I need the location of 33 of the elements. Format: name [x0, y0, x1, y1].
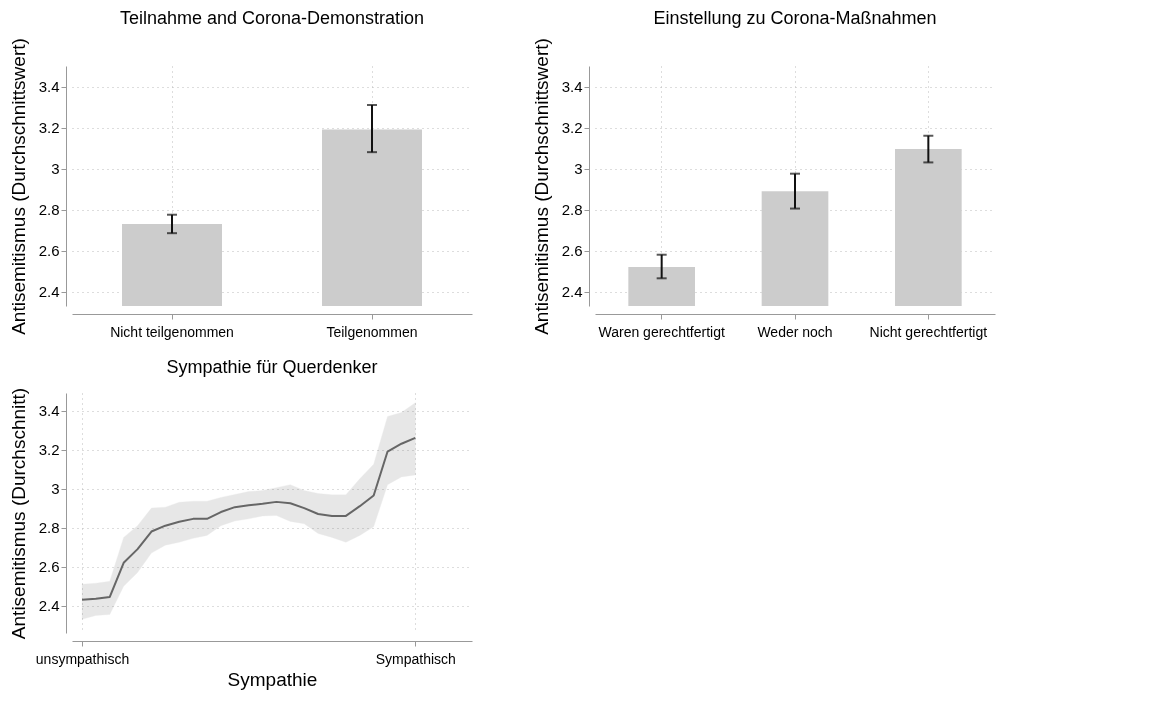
- y-tick-label: 3.2: [38, 441, 60, 459]
- y-tick-label: 3: [574, 160, 583, 178]
- x-tick-label: Waren gerechtfertigt: [598, 323, 725, 340]
- y-tick-label: 2.8: [561, 201, 583, 219]
- x-axis-title: Sympathie: [227, 668, 318, 690]
- y-tick-label: 3.4: [561, 78, 583, 96]
- chart-title: Teilnahme and Corona-Demonstration: [119, 7, 425, 28]
- x-tick-label: Nicht teilgenommen: [110, 323, 234, 340]
- x-tick-label: Sympathisch: [375, 650, 456, 667]
- x-tick-label: Weder noch: [757, 323, 833, 340]
- y-tick-label: 2.6: [38, 558, 60, 576]
- chart-title: Einstellung zu Corona-Maßnahmen: [653, 7, 937, 28]
- y-axis-title: Antisemitismus (Durchschnittswert): [530, 38, 552, 335]
- x-tick-label: Nicht gerechtfertigt: [869, 323, 988, 340]
- y-tick-label: 3.2: [561, 119, 583, 137]
- y-tick-label: 3: [51, 480, 60, 498]
- y-tick-label: 2.6: [561, 242, 583, 260]
- y-tick-label: 2.4: [561, 283, 583, 301]
- y-tick-label: 3: [51, 160, 60, 178]
- line-series: [81, 436, 417, 601]
- y-tick-label: 2.8: [38, 519, 60, 537]
- x-tick-label: Teilgenommen: [326, 323, 418, 340]
- chart-title: Sympathie für Querdenker: [166, 357, 378, 378]
- y-tick-label: 2.8: [38, 201, 60, 219]
- y-axis-title: Antisemitismus (Durchschnittswert): [7, 38, 29, 335]
- y-tick-label: 3.4: [38, 78, 60, 96]
- y-tick-label: 3.4: [38, 402, 60, 420]
- y-tick-label: 3.2: [38, 119, 60, 137]
- x-tick-label: unsympathisch: [35, 650, 130, 667]
- y-tick-label: 2.4: [38, 597, 60, 615]
- y-tick-label: 2.6: [38, 242, 60, 260]
- y-tick-label: 2.4: [38, 283, 60, 301]
- y-axis-title: Antisemitismus (Durchschnitt): [7, 387, 29, 640]
